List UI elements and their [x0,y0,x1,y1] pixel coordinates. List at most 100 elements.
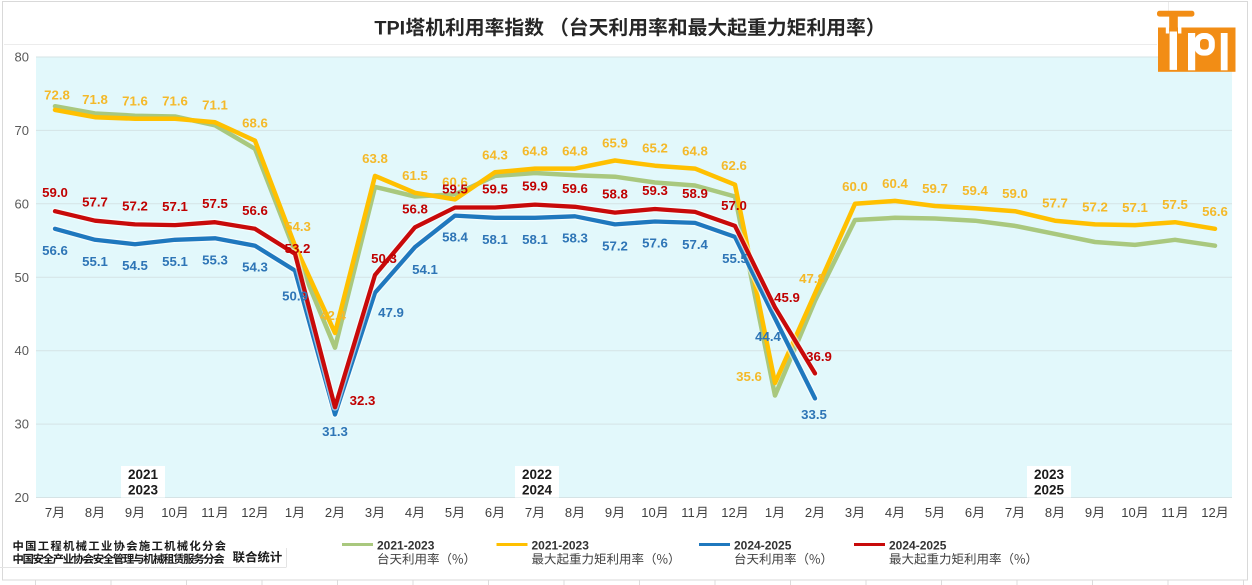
svg-text:9: 9 [605,505,612,520]
svg-text:71.8: 71.8 [82,92,108,107]
svg-text:58.4: 58.4 [442,230,468,245]
svg-text:57.1: 57.1 [162,199,188,214]
svg-text:50.9: 50.9 [282,289,308,304]
svg-text:59.5: 59.5 [482,182,508,197]
svg-text:1: 1 [285,505,292,520]
svg-text:5: 5 [445,505,452,520]
svg-text:2: 2 [325,505,332,520]
svg-text:56.6: 56.6 [42,243,68,258]
svg-text:54.5: 54.5 [122,258,148,273]
svg-text:56.6: 56.6 [242,203,268,218]
svg-text:2021: 2021 [128,467,159,482]
svg-text:54.3: 54.3 [242,260,268,275]
svg-text:47.8: 47.8 [799,271,825,286]
svg-text:32.3: 32.3 [350,393,376,408]
svg-text:59.0: 59.0 [1002,186,1028,201]
svg-text:2025: 2025 [1034,483,1065,498]
svg-text:5: 5 [925,505,932,520]
svg-text:8: 8 [1045,505,1052,520]
svg-text:59.3: 59.3 [642,183,668,198]
svg-text:70: 70 [15,123,29,138]
svg-text:2: 2 [805,505,812,520]
svg-text:57.5: 57.5 [1162,197,1188,212]
svg-text:9: 9 [1085,505,1092,520]
svg-text:57.6: 57.6 [642,236,668,251]
svg-text:11: 11 [681,505,695,520]
svg-text:55.1: 55.1 [82,254,108,269]
svg-text:57.2: 57.2 [122,198,148,213]
svg-text:57.2: 57.2 [1082,199,1108,214]
svg-text:2023: 2023 [128,483,159,498]
svg-text:55.5: 55.5 [722,251,748,266]
svg-text:10: 10 [1121,505,1135,520]
svg-text:64.8: 64.8 [562,144,588,159]
svg-text:58.1: 58.1 [482,232,508,247]
svg-text:64.8: 64.8 [522,144,548,159]
svg-text:57.5: 57.5 [202,196,228,211]
svg-text:56.6: 56.6 [1202,204,1228,219]
svg-text:71.6: 71.6 [122,94,148,109]
svg-text:59.9: 59.9 [522,179,548,194]
svg-text:2023: 2023 [1034,467,1065,482]
svg-text:7: 7 [1005,505,1012,520]
svg-text:3: 3 [365,505,372,520]
svg-text:60: 60 [15,196,29,211]
svg-text:57.7: 57.7 [1042,196,1068,211]
svg-text:2024-2025: 2024-2025 [734,539,792,553]
svg-text:30: 30 [15,417,29,432]
svg-text:TPI: TPI [374,18,405,40]
svg-text:2021-2023: 2021-2023 [532,539,590,553]
svg-text:12: 12 [1201,505,1215,520]
svg-text:60.0: 60.0 [842,179,868,194]
svg-text:63.8: 63.8 [362,151,388,166]
svg-text:54.1: 54.1 [412,262,438,277]
svg-text:59.4: 59.4 [962,183,988,198]
svg-text:57.2: 57.2 [602,238,628,253]
svg-text:2021-2023: 2021-2023 [377,539,435,553]
svg-text:47.9: 47.9 [378,305,404,320]
svg-text:35.6: 35.6 [736,369,762,384]
svg-text:45.9: 45.9 [774,290,800,305]
svg-text:11: 11 [1161,505,1175,520]
svg-text:44.4: 44.4 [755,329,781,344]
svg-text:6: 6 [485,505,492,520]
svg-text:68.6: 68.6 [242,116,268,131]
svg-text:59.6: 59.6 [562,181,588,196]
svg-text:40: 40 [15,343,29,358]
svg-text:42.4: 42.4 [320,308,346,323]
svg-text:55.3: 55.3 [202,252,228,267]
svg-text:2024: 2024 [522,483,553,498]
svg-text:50: 50 [15,270,29,285]
svg-text:4: 4 [885,505,892,520]
svg-text:57.1: 57.1 [1122,200,1148,215]
svg-text:2024-2025: 2024-2025 [889,539,947,553]
svg-text:61.5: 61.5 [402,168,428,183]
svg-text:57.0: 57.0 [721,198,747,213]
svg-text:64.3: 64.3 [482,147,508,162]
svg-text:62.6: 62.6 [721,158,747,173]
svg-text:54.3: 54.3 [285,219,311,234]
svg-text:8: 8 [565,505,572,520]
svg-text:71.6: 71.6 [162,94,188,109]
svg-text:11: 11 [201,505,215,520]
svg-text:71.1: 71.1 [202,97,228,112]
svg-text:31.3: 31.3 [322,424,348,439]
svg-text:58.9: 58.9 [682,186,708,201]
svg-text:57.7: 57.7 [82,195,108,210]
svg-text:1: 1 [765,505,772,520]
svg-text:58.8: 58.8 [602,187,628,202]
svg-text:60.6: 60.6 [442,174,468,189]
svg-text:12: 12 [241,505,255,520]
svg-text:56.8: 56.8 [402,201,428,216]
svg-text:58.1: 58.1 [522,232,548,247]
svg-text:50.3: 50.3 [371,251,397,266]
svg-text:10: 10 [161,505,175,520]
svg-text:65.2: 65.2 [642,141,668,156]
svg-text:3: 3 [845,505,852,520]
svg-text:57.4: 57.4 [682,237,708,252]
svg-text:59.7: 59.7 [922,181,948,196]
svg-text:58.3: 58.3 [562,230,588,245]
svg-text:12: 12 [721,505,735,520]
svg-text:7: 7 [45,505,52,520]
svg-text:4: 4 [405,505,412,520]
